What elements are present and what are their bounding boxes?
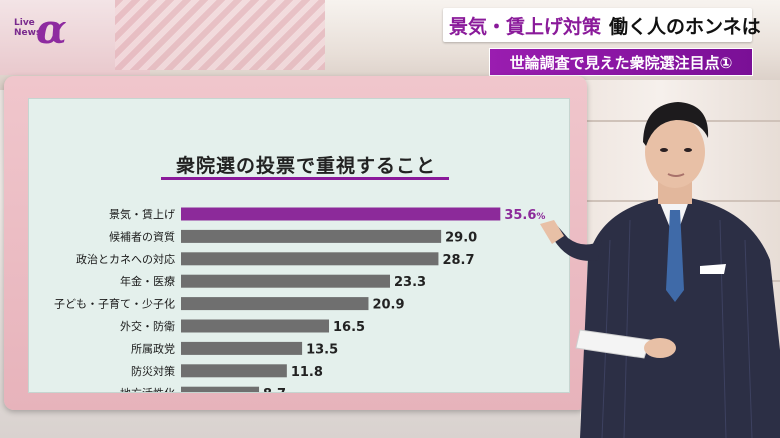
category-label: 子ども・子育て・少子化	[54, 297, 175, 311]
headline-question: 働く人のホンネは	[609, 15, 761, 38]
bar	[181, 207, 501, 221]
value-label: 16.5	[333, 320, 365, 335]
logo-live-text: Live News	[14, 18, 42, 38]
presenter-figure	[540, 102, 780, 438]
bar	[181, 252, 439, 266]
headline-banner: 景気・賃上げ対策 働く人のホンネは	[443, 8, 761, 42]
bar	[181, 319, 330, 333]
bar-chart: 景気・賃上げ 35.6% 候補者の資質 29.0 政治とカネへの対応 28.7 年金・医療 2…	[54, 207, 545, 392]
category-label: 景気・賃上げ	[109, 207, 175, 221]
value-label: 29.0	[445, 230, 477, 245]
chart-title: 衆院選の投票で重視すること	[175, 155, 436, 177]
logo-alpha-mark: α	[36, 6, 67, 53]
category-label: 政治とカネへの対応	[76, 252, 175, 266]
value-label: 35.6%	[504, 208, 545, 223]
category-label: 防災対策	[131, 364, 175, 378]
category-label: 外交・防衛	[120, 319, 175, 333]
bar	[181, 364, 287, 378]
category-label: 地方活性化	[120, 386, 175, 392]
value-label: 28.7	[442, 253, 474, 268]
studio-ceiling-pattern	[115, 0, 325, 70]
value-label: 23.3	[394, 275, 426, 290]
headline-topic: 景気・賃上げ対策	[449, 15, 602, 38]
bar	[181, 229, 442, 243]
bar	[181, 274, 391, 288]
bar	[181, 297, 369, 311]
category-label: 年金・医療	[120, 274, 175, 288]
chart-title-underline	[161, 177, 449, 180]
category-label: 候補者の資質	[109, 229, 175, 243]
category-label: 所属政党	[131, 341, 175, 355]
channel-logo: Live News α	[12, 8, 74, 52]
value-label: 11.8	[291, 365, 323, 380]
studio-monitor: 衆院選の投票で重視すること 景気・賃上げ 35.6% 候補者の資質 29.0 政治とカネ…	[4, 76, 587, 410]
subheadline-banner: 世論調査で見えた衆院選注目点①	[489, 48, 753, 76]
value-label: 13.5	[306, 342, 338, 357]
bar	[181, 341, 303, 355]
bar	[181, 386, 260, 392]
monitor-screen: 衆院選の投票で重視すること 景気・賃上げ 35.6% 候補者の資質 29.0 政治とカネ…	[28, 98, 570, 393]
value-label: 8.7	[263, 387, 286, 392]
value-label: 20.9	[372, 298, 404, 313]
